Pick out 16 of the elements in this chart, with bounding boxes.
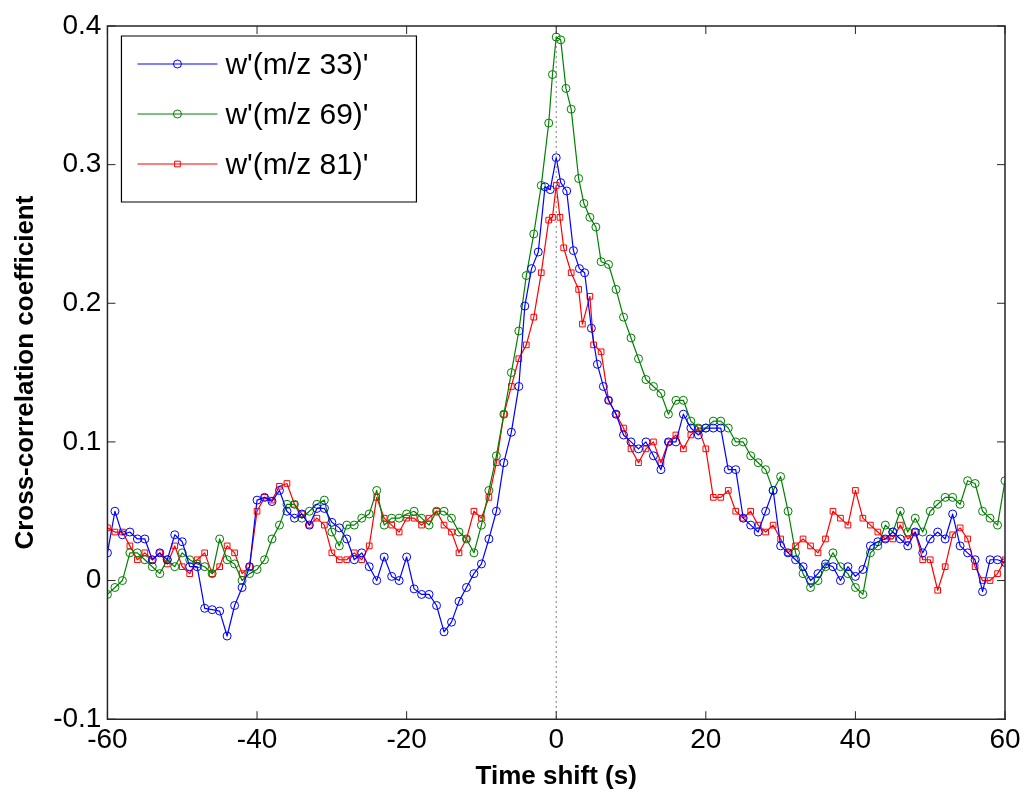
y-tick-label: 0.3 [62,147,102,179]
y-axis-title: Cross-correlation coefficient [8,195,39,550]
x-tick-label: 60 [989,722,1021,754]
x-tick-label: 20 [690,722,722,754]
y-tick-label: 0.2 [62,286,102,317]
legend-label: w'(m/z 69)' [224,97,369,131]
x-tick-label: 40 [839,722,871,754]
x-axis-title: Time shift (s) [475,759,637,790]
legend-label: w'(m/z 33)' [224,47,369,81]
y-tick-label: 0.4 [62,8,102,40]
x-tick-label: 0 [548,722,565,754]
y-tick-label: 0 [85,563,102,595]
legend-label: w'(m/z 81)' [224,147,369,181]
y-tick-label: 0.1 [62,424,102,456]
x-tick-label: -20 [386,722,427,754]
x-tick-label: -40 [236,722,278,754]
